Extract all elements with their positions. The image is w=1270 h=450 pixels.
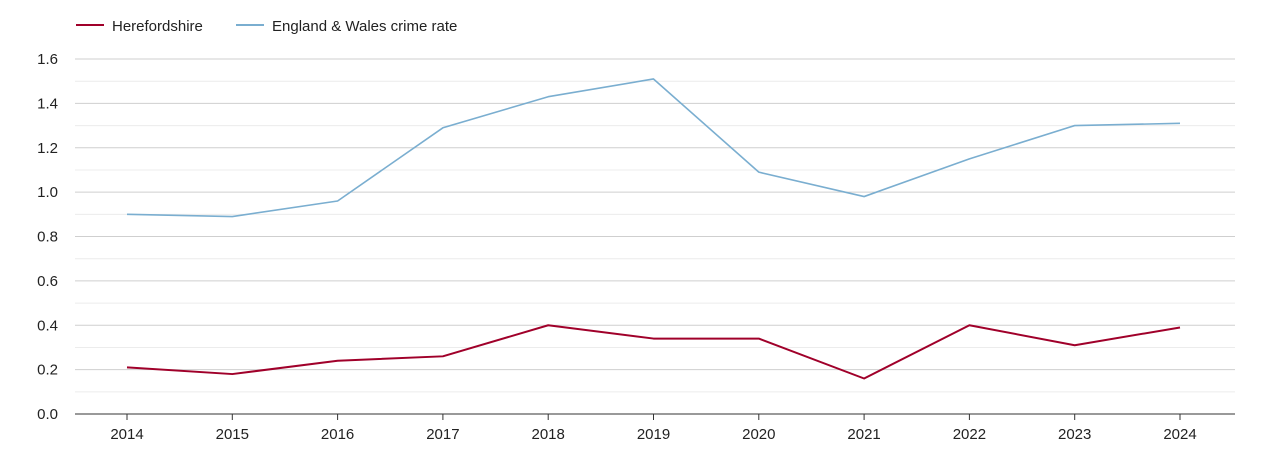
x-tick-label: 2024: [1163, 426, 1196, 443]
data-point[interactable]: [336, 199, 340, 203]
series-line-herefordshire[interactable]: [126, 324, 1181, 380]
data-point[interactable]: [967, 323, 971, 327]
y-axis: 0.0 0.2 0.4 0.6 0.8 1.0 1.2 1.4 1.6: [37, 51, 58, 423]
y-tick-label: 0.4: [37, 317, 58, 334]
y-tick-label: 0.0: [37, 406, 58, 423]
x-tick-label: 2020: [742, 426, 775, 443]
data-point[interactable]: [1178, 325, 1182, 329]
x-tick-label: 2022: [953, 426, 986, 443]
series-group: [125, 77, 1182, 381]
data-point[interactable]: [546, 95, 550, 99]
legend: Herefordshire England & Wales crime rate: [76, 18, 457, 35]
data-point[interactable]: [230, 372, 234, 376]
x-tick-label: 2017: [426, 426, 459, 443]
data-point[interactable]: [1073, 343, 1077, 347]
y-tick-label: 1.0: [37, 184, 58, 201]
data-point[interactable]: [1178, 121, 1182, 125]
legend-item-herefordshire[interactable]: Herefordshire: [76, 18, 203, 35]
data-point[interactable]: [125, 212, 129, 216]
x-tick-label: 2014: [110, 426, 143, 443]
data-point[interactable]: [862, 195, 866, 199]
legend-label-herefordshire: Herefordshire: [112, 18, 203, 35]
y-tick-label: 0.6: [37, 273, 58, 290]
data-point[interactable]: [757, 337, 761, 341]
data-point[interactable]: [967, 157, 971, 161]
y-tick-label: 1.6: [37, 51, 58, 68]
legend-item-england-wales[interactable]: England & Wales crime rate: [236, 18, 457, 35]
y-tick-label: 1.2: [37, 140, 58, 157]
x-axis: 2014 2015 2016 2017 2018 2019 2020 2021 …: [110, 426, 1196, 443]
x-tick-label: 2018: [532, 426, 565, 443]
data-point[interactable]: [652, 77, 656, 81]
data-point[interactable]: [1073, 124, 1077, 128]
x-tick-label: 2019: [637, 426, 670, 443]
y-tick-label: 1.4: [37, 95, 58, 112]
x-tick-label: 2023: [1058, 426, 1091, 443]
grid: [75, 58, 1235, 420]
data-point[interactable]: [546, 323, 550, 327]
y-tick-label: 0.2: [37, 362, 58, 379]
x-tick-label: 2016: [321, 426, 354, 443]
x-tick-label: 2021: [847, 426, 880, 443]
data-point[interactable]: [862, 377, 866, 381]
legend-label-england-wales: England & Wales crime rate: [272, 18, 457, 35]
series-line-england-wales-crime-rate[interactable]: [126, 78, 1181, 218]
data-point[interactable]: [230, 215, 234, 219]
data-point[interactable]: [757, 170, 761, 174]
data-point[interactable]: [441, 354, 445, 358]
data-point[interactable]: [336, 359, 340, 363]
x-tick-label: 2015: [216, 426, 249, 443]
data-point[interactable]: [125, 365, 129, 369]
data-point[interactable]: [652, 337, 656, 341]
data-point[interactable]: [441, 126, 445, 130]
y-tick-label: 0.8: [37, 229, 58, 246]
